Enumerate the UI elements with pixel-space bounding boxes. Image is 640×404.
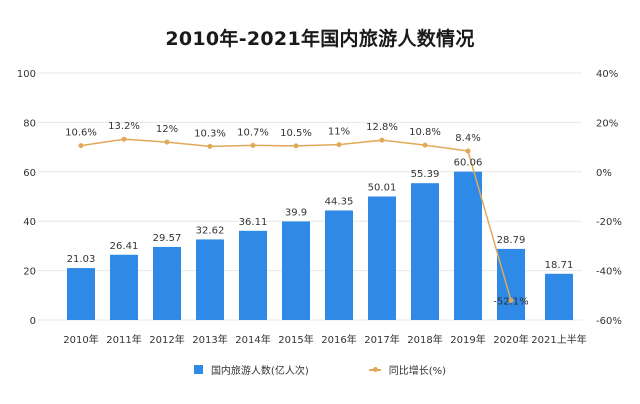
right-axis-tick: -60% <box>596 316 622 327</box>
bar[interactable] <box>239 230 267 320</box>
x-axis-tick: 2017年 <box>364 333 399 346</box>
x-axis-tick: 2015年 <box>278 333 313 346</box>
bar-value-label: 44.35 <box>325 196 354 207</box>
bar-value-label: 18.71 <box>545 260 574 271</box>
growth-value-label: 10.3% <box>194 128 226 139</box>
growth-value-label: 8.4% <box>455 133 480 144</box>
growth-point[interactable] <box>164 139 170 145</box>
bar-value-label: 28.79 <box>497 235 526 246</box>
x-axis-tick: 2010年 <box>63 333 98 346</box>
bar-value-label: 55.39 <box>411 169 440 180</box>
bar[interactable] <box>497 248 525 320</box>
bar[interactable] <box>67 268 95 320</box>
growth-value-label: -52.1% <box>493 296 528 307</box>
growth-point[interactable] <box>207 143 213 149</box>
legend: 国内旅游人数(亿人次) 同比增长(%) <box>0 362 640 377</box>
growth-point[interactable] <box>78 143 84 149</box>
growth-value-label: 13.2% <box>108 121 140 132</box>
growth-point[interactable] <box>293 143 299 149</box>
x-axis-tick: 2019年 <box>450 333 485 346</box>
line-swatch-icon <box>368 366 381 372</box>
bar-value-label: 21.03 <box>67 254 96 265</box>
x-axis-tick: 2011年 <box>106 333 141 346</box>
bar[interactable] <box>411 183 439 320</box>
growth-point[interactable] <box>465 148 471 154</box>
bar-value-label: 60.06 <box>454 158 483 169</box>
right-axis-tick: -40% <box>596 267 622 278</box>
legend-label-visitors: 国内旅游人数(亿人次) <box>210 366 309 377</box>
x-axis-tick: 2012年 <box>149 333 184 346</box>
bar-value-label: 32.62 <box>196 225 225 236</box>
legend-label-growth: 同比增长(%) <box>388 366 447 377</box>
bar[interactable] <box>196 239 224 320</box>
growth-value-label: 10.6% <box>65 128 97 139</box>
growth-point[interactable] <box>422 142 428 148</box>
right-axis-tick: -20% <box>596 217 622 228</box>
growth-point[interactable] <box>250 142 256 148</box>
bar-value-label: 36.11 <box>239 217 268 228</box>
chart-title: 2010年-2021年国内旅游人数情况 <box>165 28 475 50</box>
legend-item-growth[interactable]: 同比增长(%) <box>368 362 447 377</box>
growth-point[interactable] <box>336 142 342 148</box>
growth-value-label: 12% <box>156 124 178 135</box>
bar[interactable] <box>368 196 396 320</box>
x-axis-tick: 2013年 <box>192 333 227 346</box>
growth-point[interactable] <box>121 136 127 142</box>
x-axis-tick: 2020年 <box>493 333 528 346</box>
bar-swatch-icon <box>193 365 203 374</box>
growth-value-label: 11% <box>328 127 350 138</box>
bar[interactable] <box>545 273 573 320</box>
growth-value-label: 10.8% <box>409 127 441 138</box>
growth-value-label: 12.8% <box>366 122 398 133</box>
bar-value-label: 29.57 <box>153 233 182 244</box>
growth-value-label: 10.7% <box>237 127 269 138</box>
growth-value-label: 10.5% <box>280 128 312 139</box>
right-axis-tick: 20% <box>596 118 618 129</box>
x-axis-tick: 2018年 <box>407 333 442 346</box>
left-axis-tick: 0 <box>30 316 36 327</box>
left-axis-tick: 40 <box>23 217 36 228</box>
x-axis-tick: 2014年 <box>235 333 270 346</box>
growth-point[interactable] <box>508 297 514 303</box>
left-axis-tick: 100 <box>17 69 36 80</box>
legend-item-visitors[interactable]: 国内旅游人数(亿人次) <box>193 362 309 377</box>
bar[interactable] <box>282 221 310 320</box>
left-axis-tick: 80 <box>23 118 36 129</box>
right-axis-tick: 0% <box>596 168 612 179</box>
bar-value-label: 39.9 <box>285 207 307 218</box>
growth-point[interactable] <box>379 137 385 143</box>
left-axis-tick: 20 <box>23 267 36 278</box>
bar[interactable] <box>454 171 482 320</box>
right-axis-tick: 40% <box>596 69 618 80</box>
bar[interactable] <box>325 210 353 320</box>
bar-value-label: 50.01 <box>368 182 397 193</box>
bar[interactable] <box>153 246 181 320</box>
bar[interactable] <box>110 254 138 320</box>
left-axis-tick: 60 <box>23 168 36 179</box>
bar-value-label: 26.41 <box>110 241 139 252</box>
x-axis-tick: 2021上半年 <box>531 333 586 346</box>
x-axis-tick: 2016年 <box>321 333 356 346</box>
